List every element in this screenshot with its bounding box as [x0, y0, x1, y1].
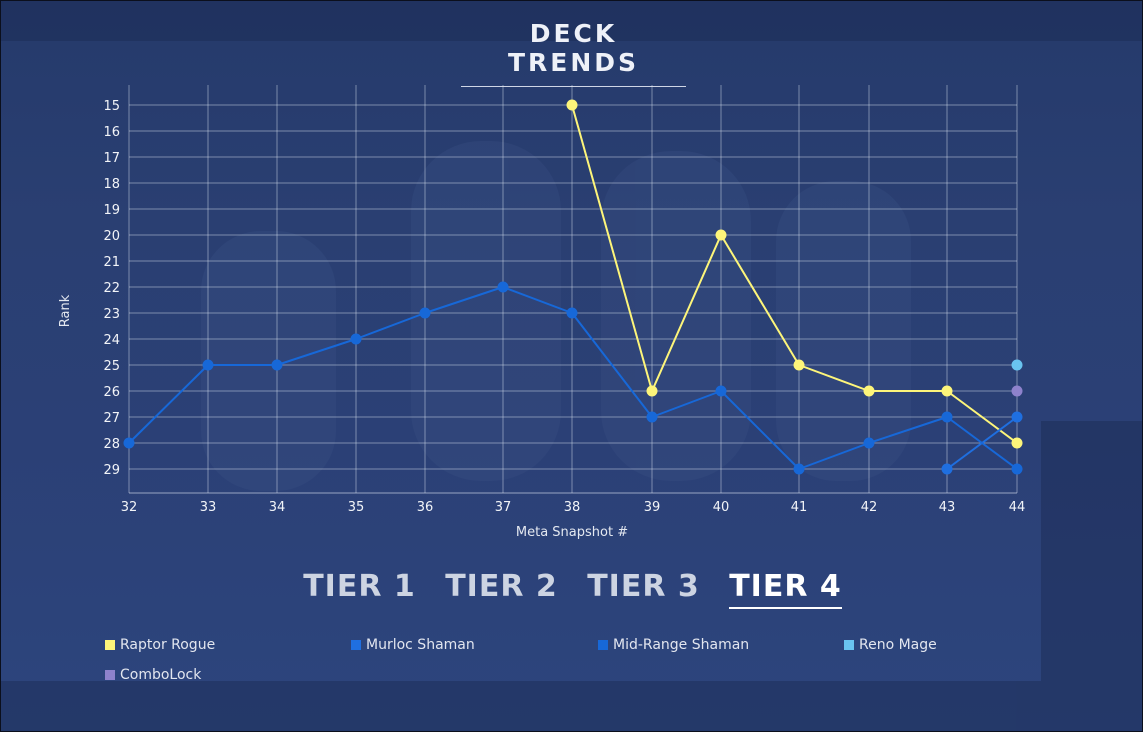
series-raptor-rogue [566, 99, 1023, 449]
legend-swatch [598, 640, 608, 650]
data-point-raptor-rogue [715, 229, 727, 241]
legend-label: Raptor Rogue [120, 637, 216, 653]
y-tick-label: 29 [103, 463, 120, 478]
x-tick-label: 42 [861, 500, 878, 515]
data-point-raptor-rogue [1011, 437, 1023, 449]
legend-item-combolock[interactable]: ComboLock [105, 667, 201, 683]
legend-swatch [105, 640, 115, 650]
data-point-reno-mage [1011, 359, 1023, 371]
y-axis-label: Rank [58, 294, 73, 327]
data-point-raptor-rogue [941, 385, 953, 397]
x-tick-label: 40 [713, 500, 730, 515]
legend-swatch [351, 640, 361, 650]
data-point-mid-range-shaman [863, 437, 875, 449]
chart-grid [128, 85, 1018, 494]
data-point-mid-range-shaman [123, 437, 135, 449]
x-tick-label: 36 [417, 500, 434, 515]
data-point-mid-range-shaman [497, 281, 509, 293]
y-tick-label: 26 [103, 385, 120, 400]
data-point-mid-range-shaman [1011, 463, 1023, 475]
legend-label: ComboLock [120, 667, 202, 683]
data-point-murloc-shaman [1011, 411, 1023, 423]
x-tick-label: 43 [939, 500, 956, 515]
series-mid-range-shaman [123, 281, 1023, 475]
data-point-mid-range-shaman [350, 333, 362, 345]
y-tick-label: 18 [103, 177, 120, 192]
tier-tabs: TIER 1 TIER 2 TIER 3 TIER 4 [1, 569, 1142, 609]
data-point-murloc-shaman [941, 463, 953, 475]
y-tick-label: 23 [103, 307, 120, 322]
y-tick-label: 17 [103, 151, 120, 166]
x-axis-label: Meta Snapshot # [516, 525, 628, 540]
legend-label: Reno Mage [859, 637, 937, 653]
x-tick-label: 35 [348, 500, 365, 515]
data-point-mid-range-shaman [566, 307, 578, 319]
y-tick-label: 22 [103, 281, 120, 296]
x-tick-label: 39 [644, 500, 661, 515]
y-axis-ticks: 15 16 17 18 19 20 21 22 23 24 25 26 27 28 29 [103, 99, 120, 478]
data-point-mid-range-shaman [646, 411, 658, 423]
y-tick-label: 25 [103, 359, 120, 374]
data-point-raptor-rogue [863, 385, 875, 397]
y-tick-label: 27 [103, 411, 120, 426]
tab-tier-3[interactable]: TIER 3 [587, 569, 700, 604]
legend-item-raptor-rogue[interactable]: Raptor Rogue [105, 637, 215, 653]
data-point-raptor-rogue [566, 99, 578, 111]
page-title: DECK TRENDS [461, 19, 686, 87]
y-tick-label: 28 [103, 437, 120, 452]
legend-swatch [105, 670, 115, 680]
legend-swatch [844, 640, 854, 650]
data-point-raptor-rogue [646, 385, 658, 397]
tab-tier-4[interactable]: TIER 4 [729, 569, 842, 609]
series-combolock [1011, 385, 1023, 397]
chart-series [123, 99, 1023, 475]
legend-label: Murloc Shaman [366, 637, 475, 653]
tab-tier-1[interactable]: TIER 1 [303, 569, 416, 604]
data-point-raptor-rogue [793, 359, 805, 371]
data-point-mid-range-shaman [202, 359, 214, 371]
x-tick-label: 41 [791, 500, 808, 515]
x-tick-label: 32 [121, 500, 138, 515]
y-tick-label: 20 [103, 229, 120, 244]
x-tick-label: 34 [269, 500, 286, 515]
data-point-mid-range-shaman [793, 463, 805, 475]
legend-item-reno-mage[interactable]: Reno Mage [844, 637, 937, 653]
data-point-mid-range-shaman [941, 411, 953, 423]
y-tick-label: 24 [103, 333, 120, 348]
data-point-mid-range-shaman [271, 359, 283, 371]
x-tick-label: 33 [200, 500, 217, 515]
y-tick-label: 16 [103, 125, 120, 140]
y-tick-label: 15 [103, 99, 120, 114]
x-axis-ticks: 32 33 34 35 36 37 38 39 40 41 42 43 44 [121, 500, 1026, 515]
x-tick-label: 38 [564, 500, 581, 515]
y-tick-label: 21 [103, 255, 120, 270]
y-tick-label: 19 [103, 203, 120, 218]
tab-tier-2[interactable]: TIER 2 [445, 569, 558, 604]
legend-label: Mid-Range Shaman [613, 637, 750, 653]
data-point-combolock [1011, 385, 1023, 397]
x-tick-label: 37 [495, 500, 512, 515]
data-point-mid-range-shaman [715, 385, 727, 397]
legend-item-murloc-shaman[interactable]: Murloc Shaman [351, 637, 475, 653]
x-tick-label: 44 [1009, 500, 1026, 515]
legend-item-mid-range-shaman[interactable]: Mid-Range Shaman [598, 637, 749, 653]
data-point-mid-range-shaman [419, 307, 431, 319]
series-reno-mage [1011, 359, 1023, 371]
